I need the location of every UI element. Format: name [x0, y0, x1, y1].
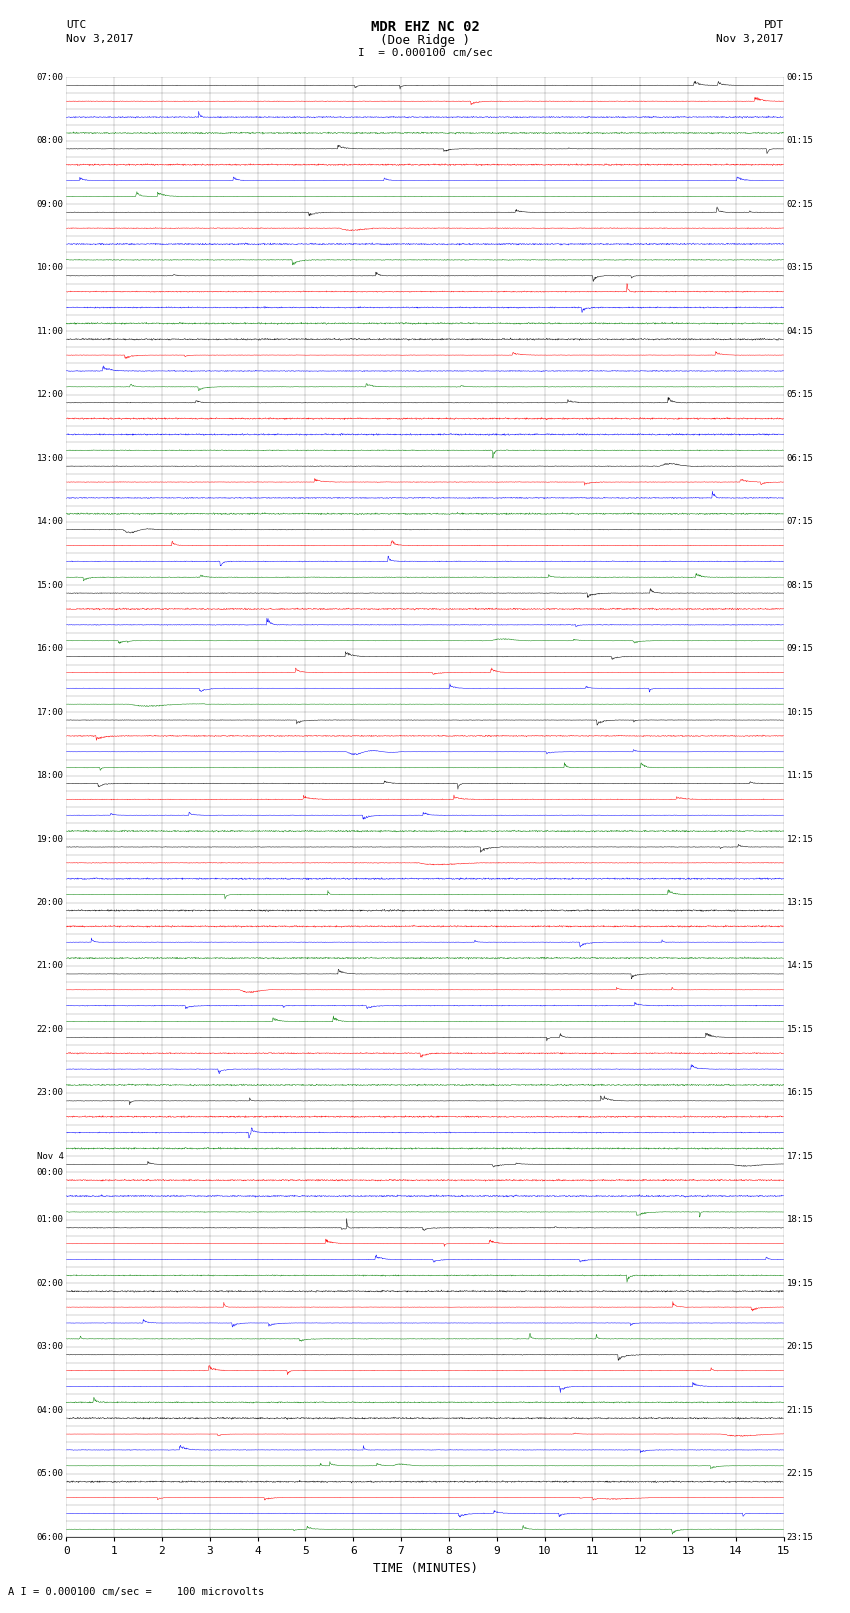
Text: MDR EHZ NC 02: MDR EHZ NC 02: [371, 19, 479, 34]
Text: 22:15: 22:15: [786, 1469, 813, 1478]
Text: 10:00: 10:00: [37, 263, 64, 273]
Text: 15:00: 15:00: [37, 581, 64, 590]
Text: 12:00: 12:00: [37, 390, 64, 400]
Text: Nov 3,2017: Nov 3,2017: [717, 34, 784, 44]
Text: 00:15: 00:15: [786, 73, 813, 82]
Text: 01:00: 01:00: [37, 1215, 64, 1224]
Text: 00:00: 00:00: [37, 1168, 64, 1177]
Text: UTC: UTC: [66, 19, 87, 31]
Text: 16:15: 16:15: [786, 1089, 813, 1097]
Text: 02:15: 02:15: [786, 200, 813, 208]
Text: 22:00: 22:00: [37, 1024, 64, 1034]
Text: 08:00: 08:00: [37, 137, 64, 145]
Text: 09:00: 09:00: [37, 200, 64, 208]
Text: 20:15: 20:15: [786, 1342, 813, 1352]
Text: 11:00: 11:00: [37, 327, 64, 336]
Text: 01:15: 01:15: [786, 137, 813, 145]
Text: 15:15: 15:15: [786, 1024, 813, 1034]
Text: Nov 3,2017: Nov 3,2017: [66, 34, 133, 44]
Text: 04:00: 04:00: [37, 1407, 64, 1415]
Text: 21:00: 21:00: [37, 961, 64, 971]
Text: 14:15: 14:15: [786, 961, 813, 971]
Text: 02:00: 02:00: [37, 1279, 64, 1287]
Text: 18:15: 18:15: [786, 1215, 813, 1224]
Text: 03:15: 03:15: [786, 263, 813, 273]
Text: 19:15: 19:15: [786, 1279, 813, 1287]
Text: 05:00: 05:00: [37, 1469, 64, 1478]
Text: 09:15: 09:15: [786, 644, 813, 653]
Text: 13:00: 13:00: [37, 453, 64, 463]
Text: 07:15: 07:15: [786, 518, 813, 526]
Text: 06:00: 06:00: [37, 1532, 64, 1542]
Text: 14:00: 14:00: [37, 518, 64, 526]
Text: 17:00: 17:00: [37, 708, 64, 716]
Text: 07:00: 07:00: [37, 73, 64, 82]
X-axis label: TIME (MINUTES): TIME (MINUTES): [372, 1561, 478, 1574]
Text: 20:00: 20:00: [37, 898, 64, 907]
Text: 13:15: 13:15: [786, 898, 813, 907]
Text: 17:15: 17:15: [786, 1152, 813, 1161]
Text: 19:00: 19:00: [37, 834, 64, 844]
Text: A I = 0.000100 cm/sec =    100 microvolts: A I = 0.000100 cm/sec = 100 microvolts: [8, 1587, 264, 1597]
Text: 11:15: 11:15: [786, 771, 813, 781]
Text: 21:15: 21:15: [786, 1407, 813, 1415]
Text: 10:15: 10:15: [786, 708, 813, 716]
Text: 23:00: 23:00: [37, 1089, 64, 1097]
Text: 04:15: 04:15: [786, 327, 813, 336]
Text: I  = 0.000100 cm/sec: I = 0.000100 cm/sec: [358, 48, 492, 58]
Text: 06:15: 06:15: [786, 453, 813, 463]
Text: 12:15: 12:15: [786, 834, 813, 844]
Text: 23:15: 23:15: [786, 1532, 813, 1542]
Text: Nov 4: Nov 4: [37, 1152, 64, 1161]
Text: 03:00: 03:00: [37, 1342, 64, 1352]
Text: 05:15: 05:15: [786, 390, 813, 400]
Text: PDT: PDT: [763, 19, 784, 31]
Text: 18:00: 18:00: [37, 771, 64, 781]
Text: (Doe Ridge ): (Doe Ridge ): [380, 34, 470, 47]
Text: 16:00: 16:00: [37, 644, 64, 653]
Text: 08:15: 08:15: [786, 581, 813, 590]
